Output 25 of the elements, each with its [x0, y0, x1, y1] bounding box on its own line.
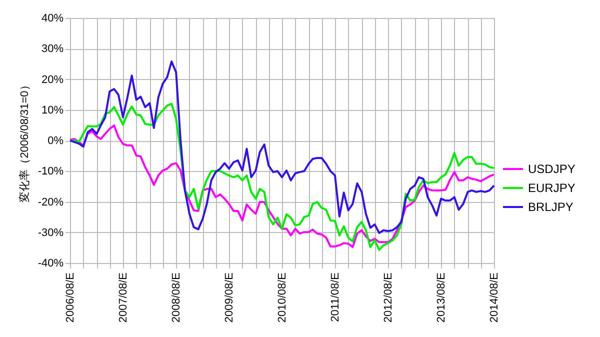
- y-tick-label: -40%: [38, 258, 64, 270]
- x-tick-label: 2006/08/E: [64, 272, 76, 323]
- x-tick-label: 2008/08/E: [170, 272, 183, 323]
- x-tick-label: 2013/08/E: [436, 272, 448, 323]
- line-series: [69, 102, 495, 251]
- line-series: [69, 60, 495, 234]
- line-series: [69, 124, 495, 248]
- x-tick-label: 2012/08/E: [382, 272, 395, 323]
- x-tick-label: 2007/08/E: [117, 272, 130, 323]
- y-tick-label: 30%: [41, 43, 64, 56]
- y-tick-label: 0%: [48, 135, 64, 147]
- y-tick-label: 20%: [41, 74, 64, 86]
- y-axis-title: 変化率（2006/08/31=0）: [18, 80, 31, 202]
- x-tick-label: 2010/08/E: [276, 272, 288, 323]
- legend-label: USDJPY: [528, 162, 576, 176]
- y-tick-label: 10%: [41, 104, 64, 116]
- y-tick-label: -30%: [38, 226, 64, 239]
- y-tick-label: -10%: [38, 166, 64, 178]
- x-tick-label: 2011/08/E: [329, 272, 342, 322]
- legend-label: BRLJPY: [528, 200, 574, 214]
- x-tick-label: 2009/08/E: [224, 272, 236, 323]
- y-tick-label: -20%: [38, 196, 64, 208]
- legend-label: EURJPY: [528, 181, 576, 195]
- y-tick-label: 40%: [41, 12, 64, 24]
- x-tick-label: 2014/08/E: [488, 272, 500, 323]
